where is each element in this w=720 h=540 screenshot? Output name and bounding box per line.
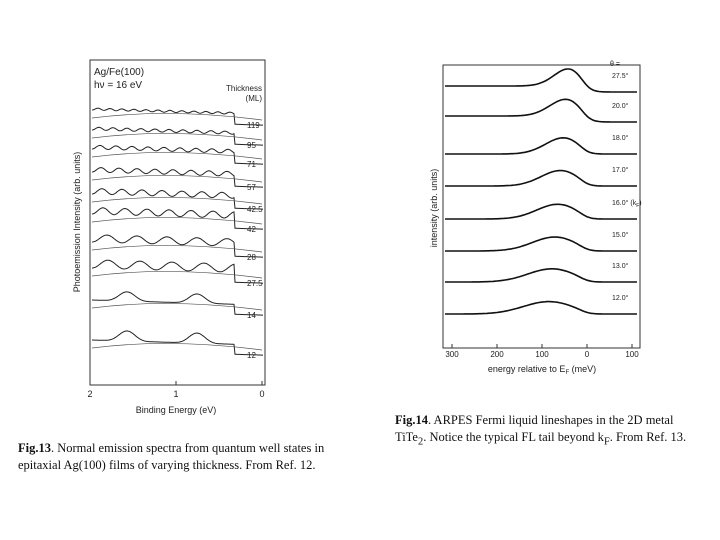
x-label: energy relative to EF (meV) <box>488 364 596 376</box>
caption-right: Fig.14. ARPES Fermi liquid lineshapes in… <box>395 413 687 448</box>
curve-label: 95 <box>247 141 256 150</box>
spectrum <box>92 259 263 284</box>
curve-label: 16.0° (kF) <box>612 199 642 209</box>
curve-label: 20.0° <box>612 102 629 110</box>
curve-label-text: 12.0° <box>612 294 629 302</box>
curve-label-text: ) <box>639 200 641 207</box>
spectrum <box>91 167 263 188</box>
legend-title: (ML) <box>246 94 263 103</box>
background <box>91 113 263 121</box>
background <box>91 271 263 279</box>
spectrum <box>91 107 263 126</box>
curve-label: 71 <box>247 160 256 169</box>
legend-title: Thickness <box>226 84 262 93</box>
frame-left <box>89 59 266 386</box>
curve-label-text: 20.0° <box>612 102 629 110</box>
x-tick-label: 1 <box>173 389 178 399</box>
curve-label: 17.0° <box>612 166 629 174</box>
spectrum <box>91 207 263 230</box>
curve-label: 27.5° <box>612 72 629 80</box>
y-label: Photoemission Intensity (arb. units) <box>72 152 82 293</box>
curve-label: 28 <box>247 253 256 262</box>
background <box>91 245 263 253</box>
lineshape <box>445 203 637 220</box>
lineshape <box>445 169 637 187</box>
lineshape <box>445 68 637 93</box>
curve-label: 15.0° <box>612 231 629 239</box>
x-label: Binding Energy (eV) <box>136 405 217 415</box>
caption-left: Fig.13. Normal emission spectra from qua… <box>18 441 325 472</box>
background <box>91 303 263 311</box>
x-tick-label: 200 <box>490 350 504 359</box>
y-label: intensity (arb. units) <box>429 169 439 248</box>
spectrum <box>92 291 263 316</box>
curve-label: 119 <box>247 121 260 130</box>
curve-label-text: F <box>636 203 639 209</box>
spectrum <box>92 330 263 356</box>
lineshape <box>445 136 637 155</box>
frame-right <box>442 64 641 349</box>
background <box>91 133 263 141</box>
legend-title: θ = <box>610 61 620 68</box>
x-tick-label: 0 <box>259 389 264 399</box>
curve-label: 14 <box>247 311 256 320</box>
curve-label-text: 16.0° (k <box>612 199 637 207</box>
lineshape <box>445 300 637 315</box>
curve-label: 13.0° <box>612 262 629 270</box>
x-tick-label: 100 <box>535 350 549 359</box>
curve-label: 18.0° <box>612 134 629 142</box>
curve-label: 42.5 <box>247 205 263 214</box>
curve-label-text: 17.0° <box>612 166 629 174</box>
x-tick-label: 300 <box>445 350 459 359</box>
curve-label: 42 <box>247 225 256 234</box>
panel-title: Ag/Fe(100) <box>94 67 144 78</box>
spectrum <box>91 188 263 210</box>
curve-label: 12.0° <box>612 294 629 302</box>
curve-label: 57 <box>247 183 256 192</box>
x-tick-label: 100 <box>625 350 639 359</box>
background <box>91 175 263 183</box>
background <box>91 197 263 205</box>
curve-label-text: 27.5° <box>612 72 629 80</box>
lineshape <box>445 236 637 252</box>
curve-label: 27.5 <box>247 279 263 288</box>
x-tick-label: 2 <box>87 389 92 399</box>
lineshape <box>445 268 637 283</box>
curve-label-text: 13.0° <box>612 262 629 270</box>
x-tick-label: 0 <box>585 350 590 359</box>
lineshape <box>445 98 637 123</box>
spectrum <box>91 234 263 258</box>
background <box>91 152 263 160</box>
curve-label-text: 18.0° <box>612 134 629 142</box>
panel-title: hν = 16 eV <box>94 80 142 91</box>
curve-label: 12 <box>247 351 256 360</box>
spectrum <box>91 126 263 146</box>
curve-label-text: 15.0° <box>612 231 629 239</box>
spectrum <box>91 144 263 165</box>
background <box>91 217 263 225</box>
background <box>91 343 263 351</box>
